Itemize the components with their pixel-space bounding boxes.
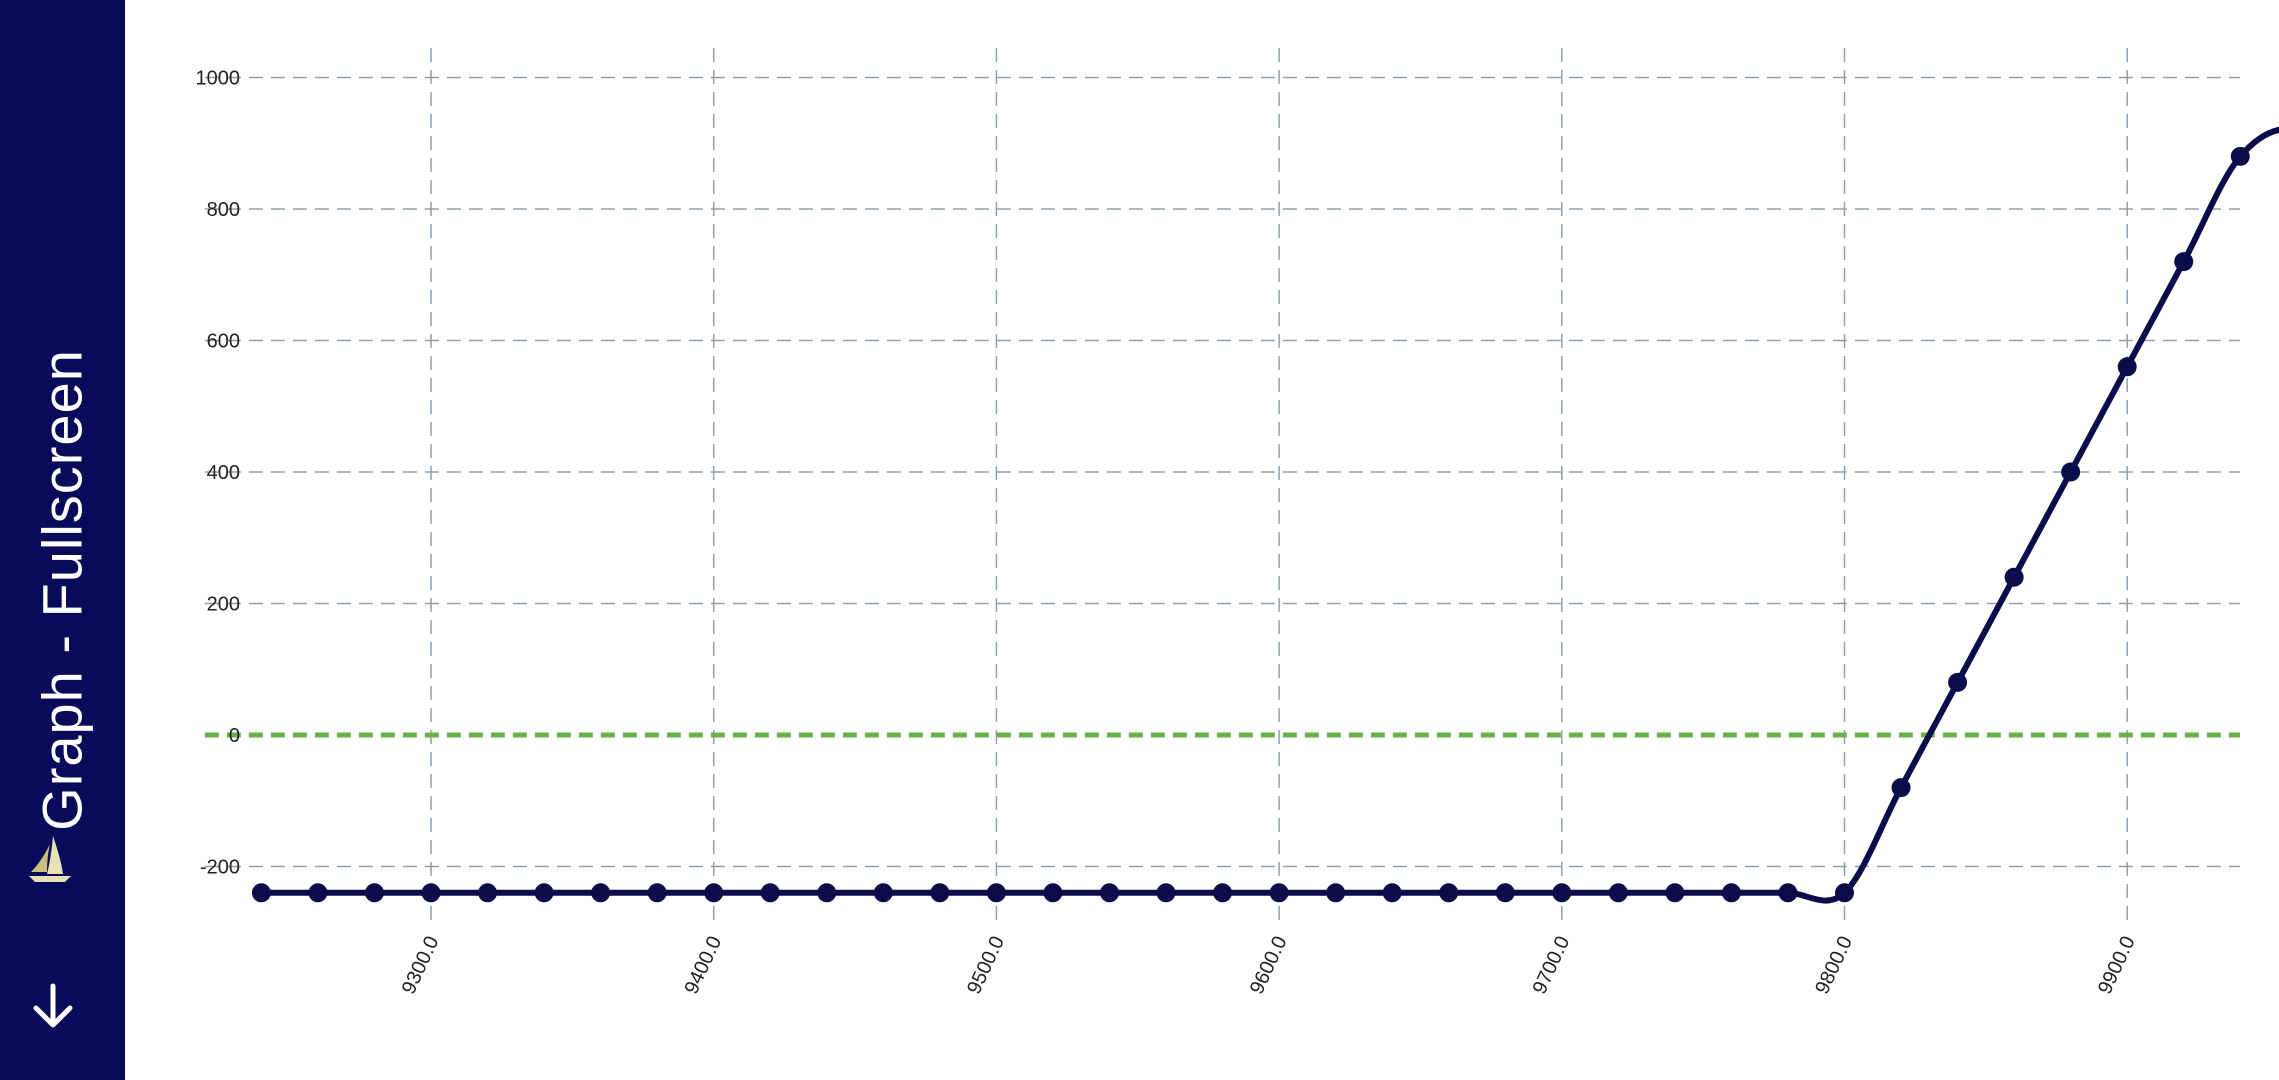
data-point [1835,883,1854,903]
y-tick-label: -200 [200,857,240,879]
y-tick-label: 200 [207,594,240,616]
data-point [308,883,328,903]
data-point [251,883,271,903]
data-points [251,146,2250,903]
page-title: Graph - Fullscreen [30,349,94,831]
data-point [1326,883,1346,903]
data-point [1043,883,1063,903]
data-point [2230,146,2250,166]
data-point [1269,883,1289,903]
data-point [534,883,554,903]
sidebar: Graph - Fullscreen [0,0,125,1080]
x-tick-label: 9900.0 [2094,933,2140,998]
data-point [760,883,780,903]
data-point [2004,567,2024,587]
x-tick-label: 9500.0 [963,933,1009,998]
x-tick-label: 9300.0 [398,933,444,998]
series-layer [261,126,2279,904]
y-tick-label: 600 [207,331,240,353]
line-chart: 1000 800 600 400 200 0 -200 9300.0 9400.0 9500.0… [196,48,2279,998]
x-tick-label: 9400.0 [680,933,726,998]
data-point [1778,883,1798,903]
back-arrow-down-icon[interactable] [27,980,79,1032]
data-point [2061,462,2081,482]
x-tick-label: 9800.0 [1811,933,1857,998]
y-tick-label: 1000 [196,68,241,90]
data-point [1721,883,1741,903]
data-point [647,883,667,903]
data-point [1382,883,1402,903]
data-point [1665,883,1685,903]
data-point [421,883,441,903]
y-tick-label: 0 [229,725,240,747]
y-axis-ticks: 1000 800 600 400 200 0 -200 [196,68,241,879]
data-point [704,883,724,903]
data-point [930,883,950,903]
data-point [1608,883,1628,903]
data-point [2117,357,2137,377]
data-point [1156,883,1176,903]
x-axis-ticks: 9300.0 9400.0 9500.0 9600.0 9700.0 9800.0 9900… [398,933,2140,998]
data-point [1099,883,1119,903]
data-point [1213,883,1233,903]
data-point [1495,883,1515,903]
x-tick-label: 9600.0 [1246,933,1292,998]
data-point [478,883,498,903]
data-point [1552,883,1572,903]
data-point [986,883,1006,903]
data-point [1948,672,1968,692]
data-point [1439,883,1459,903]
x-tick-label: 9700.0 [1529,933,1575,998]
data-point [817,883,837,903]
y-tick-label: 800 [207,199,240,221]
data-point [591,883,611,903]
data-point [2174,252,2194,272]
series-line [261,126,2279,904]
y-tick-label: 400 [207,462,240,484]
data-point [873,883,893,903]
grid-lines [204,48,2240,920]
data-point [364,883,384,903]
sailboat-logo-icon [29,836,71,882]
data-point [1891,778,1911,798]
